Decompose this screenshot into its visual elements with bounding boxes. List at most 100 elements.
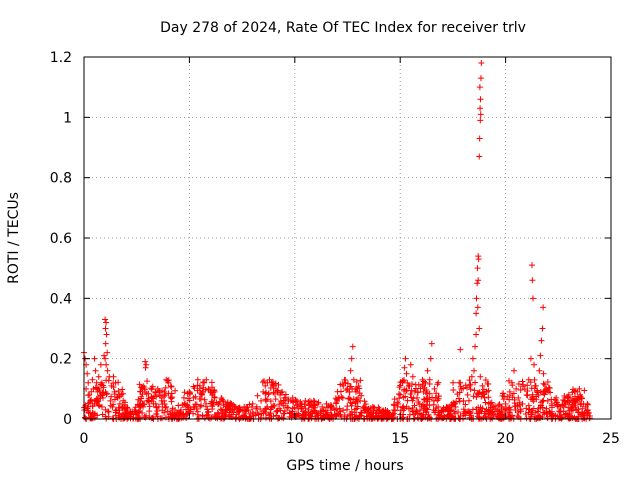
- roti-point: [475, 404, 482, 411]
- roti-point: [538, 337, 545, 344]
- roti-point: [435, 393, 442, 400]
- roti-point: [435, 403, 442, 410]
- roti-point: [168, 383, 175, 390]
- roti-point: [477, 75, 484, 82]
- roti-point: [103, 319, 110, 326]
- roti-point: [460, 406, 467, 413]
- roti-point: [102, 340, 109, 347]
- roti-point: [357, 409, 364, 416]
- roti-point: [102, 355, 109, 362]
- roti-point: [419, 382, 426, 389]
- roti-point: [516, 402, 523, 409]
- roti-point: [430, 397, 437, 404]
- roti-point: [266, 411, 273, 418]
- roti-point: [107, 397, 114, 404]
- roti-point: [163, 403, 170, 410]
- roti-point: [270, 413, 277, 420]
- roti-point: [455, 395, 462, 402]
- roti-point: [323, 411, 330, 418]
- roti-point: [557, 403, 564, 410]
- roti-point: [205, 385, 212, 392]
- roti-point: [400, 394, 407, 401]
- roti-point: [572, 404, 579, 411]
- roti-point: [142, 364, 149, 371]
- roti-point: [213, 399, 220, 406]
- roti-point: [198, 402, 205, 409]
- roti-point: [382, 406, 389, 413]
- roti-point: [148, 385, 155, 392]
- roti-point: [298, 400, 305, 407]
- roti-point: [548, 396, 555, 403]
- roti-point: [415, 381, 422, 388]
- roti-point: [103, 361, 110, 368]
- roti-point: [154, 413, 161, 420]
- roti-point: [374, 406, 381, 413]
- roti-point: [522, 411, 529, 418]
- roti-point: [519, 400, 526, 407]
- roti-point: [258, 410, 265, 417]
- roti-point: [479, 382, 486, 389]
- roti-point: [400, 411, 407, 418]
- roti-point: [99, 403, 106, 410]
- roti-point: [148, 415, 155, 422]
- roti-point: [112, 379, 119, 386]
- roti-point: [236, 406, 243, 413]
- roti-point: [162, 384, 169, 391]
- roti-point: [407, 361, 414, 368]
- roti-point: [424, 398, 431, 405]
- roti-point: [439, 406, 446, 413]
- roti-point: [485, 400, 492, 407]
- roti-point: [529, 277, 536, 284]
- roti-point: [355, 394, 362, 401]
- roti-point: [260, 388, 267, 395]
- roti-point: [473, 295, 480, 302]
- roti-point: [475, 277, 482, 284]
- roti-point: [207, 388, 214, 395]
- roti-point: [389, 411, 396, 418]
- roti-point: [215, 400, 222, 407]
- roti-point: [105, 408, 112, 415]
- roti-point: [433, 390, 440, 397]
- roti-point: [177, 406, 184, 413]
- roti-point: [531, 376, 538, 383]
- roti-point: [542, 388, 549, 395]
- roti-point: [553, 394, 560, 401]
- roti-point: [537, 404, 544, 411]
- roti-point: [523, 415, 530, 422]
- roti-point: [532, 382, 539, 389]
- roti-point: [203, 400, 210, 407]
- roti-point: [476, 84, 483, 91]
- roti-point: [464, 391, 471, 398]
- roti-point: [219, 410, 226, 417]
- roti-point: [105, 377, 112, 384]
- roti-point: [310, 397, 317, 404]
- roti-point: [87, 397, 94, 404]
- roti-point: [148, 394, 155, 401]
- roti-point: [199, 391, 206, 398]
- roti-point: [421, 403, 428, 410]
- roti-point: [576, 385, 583, 392]
- roti-point: [103, 331, 110, 338]
- roti-point: [142, 358, 149, 365]
- roti-point: [579, 395, 585, 402]
- roti-point: [272, 385, 279, 392]
- roti-point: [539, 398, 546, 405]
- roti-point: [163, 376, 170, 383]
- roti-point: [197, 395, 204, 402]
- roti-point: [569, 407, 576, 414]
- roti-point: [347, 383, 354, 390]
- roti-point: [405, 405, 412, 412]
- roti-point: [261, 377, 268, 384]
- roti-point: [114, 394, 121, 401]
- roti-point: [164, 408, 171, 415]
- roti-point: [254, 392, 261, 399]
- roti-point: [514, 412, 521, 419]
- roti-point: [426, 402, 433, 409]
- roti-point: [443, 403, 450, 410]
- roti-point: [460, 397, 467, 404]
- roti-point: [124, 415, 131, 422]
- roti-point: [86, 391, 93, 398]
- roti-point: [320, 407, 327, 414]
- roti-point: [513, 385, 520, 392]
- roti-point: [471, 387, 478, 394]
